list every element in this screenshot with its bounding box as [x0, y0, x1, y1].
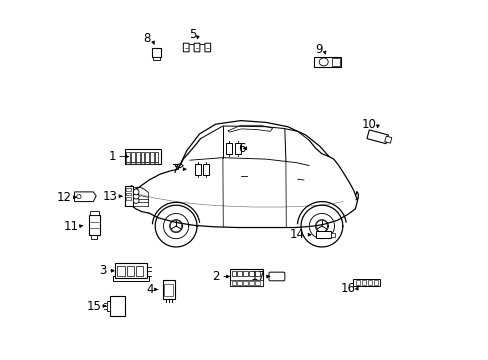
Text: 15: 15 — [86, 300, 101, 312]
Bar — [249, 281, 254, 285]
Polygon shape — [175, 164, 183, 168]
Bar — [249, 271, 254, 276]
FancyBboxPatch shape — [125, 149, 161, 164]
Circle shape — [133, 189, 139, 195]
Bar — [243, 281, 248, 285]
FancyBboxPatch shape — [194, 43, 200, 52]
FancyBboxPatch shape — [151, 48, 161, 57]
Text: 9: 9 — [315, 43, 322, 56]
Ellipse shape — [319, 58, 327, 66]
Bar — [355, 280, 359, 285]
FancyBboxPatch shape — [110, 296, 125, 316]
FancyBboxPatch shape — [268, 272, 284, 281]
FancyBboxPatch shape — [353, 279, 380, 286]
Bar — [131, 152, 135, 162]
FancyBboxPatch shape — [113, 276, 148, 281]
Bar — [255, 281, 260, 285]
Text: 1: 1 — [108, 150, 116, 163]
Bar — [330, 233, 334, 237]
Bar — [361, 280, 365, 285]
Text: 17: 17 — [250, 270, 265, 283]
FancyBboxPatch shape — [115, 263, 146, 278]
Bar — [231, 271, 236, 276]
FancyBboxPatch shape — [230, 269, 262, 286]
Text: 5: 5 — [189, 28, 197, 41]
Bar — [230, 280, 262, 286]
Bar — [155, 162, 158, 164]
Text: 2: 2 — [212, 270, 220, 283]
Bar — [125, 197, 131, 200]
FancyBboxPatch shape — [235, 143, 241, 154]
Bar — [145, 162, 149, 164]
Text: 6: 6 — [237, 142, 244, 155]
FancyBboxPatch shape — [316, 231, 330, 238]
Text: 4: 4 — [146, 283, 153, 296]
Bar — [150, 162, 153, 164]
Text: 13: 13 — [102, 190, 118, 203]
Bar — [106, 301, 110, 311]
Bar — [141, 152, 144, 162]
Bar — [237, 281, 242, 285]
Bar — [255, 271, 260, 276]
Text: 16: 16 — [341, 282, 355, 295]
Bar — [155, 152, 158, 162]
Bar — [131, 162, 135, 164]
Polygon shape — [75, 192, 96, 202]
Bar — [150, 152, 153, 162]
Circle shape — [133, 198, 139, 203]
Bar — [136, 266, 143, 276]
Bar — [125, 188, 131, 191]
FancyBboxPatch shape — [163, 280, 175, 299]
FancyBboxPatch shape — [194, 164, 200, 175]
Bar — [367, 280, 371, 285]
Bar — [90, 211, 99, 215]
FancyBboxPatch shape — [183, 43, 189, 52]
Bar — [136, 162, 139, 164]
Bar — [141, 162, 144, 164]
FancyBboxPatch shape — [226, 143, 232, 154]
FancyBboxPatch shape — [88, 215, 100, 235]
Bar — [126, 266, 134, 276]
Bar — [145, 152, 149, 162]
FancyBboxPatch shape — [313, 57, 340, 67]
Circle shape — [133, 193, 139, 199]
FancyBboxPatch shape — [204, 43, 210, 52]
FancyBboxPatch shape — [124, 186, 132, 206]
Text: 12: 12 — [57, 191, 72, 204]
Bar — [152, 57, 160, 60]
Text: 11: 11 — [64, 220, 79, 233]
FancyBboxPatch shape — [384, 136, 391, 143]
Bar — [231, 281, 236, 285]
Bar — [373, 280, 377, 285]
Bar — [126, 162, 130, 164]
Text: 8: 8 — [143, 32, 151, 45]
FancyBboxPatch shape — [366, 130, 387, 144]
Text: 3: 3 — [100, 264, 107, 277]
Circle shape — [77, 194, 81, 199]
Bar — [331, 58, 339, 66]
Bar — [243, 271, 248, 276]
Bar — [136, 152, 139, 162]
Bar — [126, 152, 130, 162]
Bar — [164, 284, 173, 296]
FancyBboxPatch shape — [203, 164, 209, 175]
Bar — [237, 271, 242, 276]
Text: 7: 7 — [172, 163, 179, 176]
Bar — [117, 266, 124, 276]
Text: 14: 14 — [289, 228, 305, 241]
Bar — [125, 193, 131, 195]
Text: 10: 10 — [362, 118, 376, 131]
Bar — [91, 235, 97, 239]
